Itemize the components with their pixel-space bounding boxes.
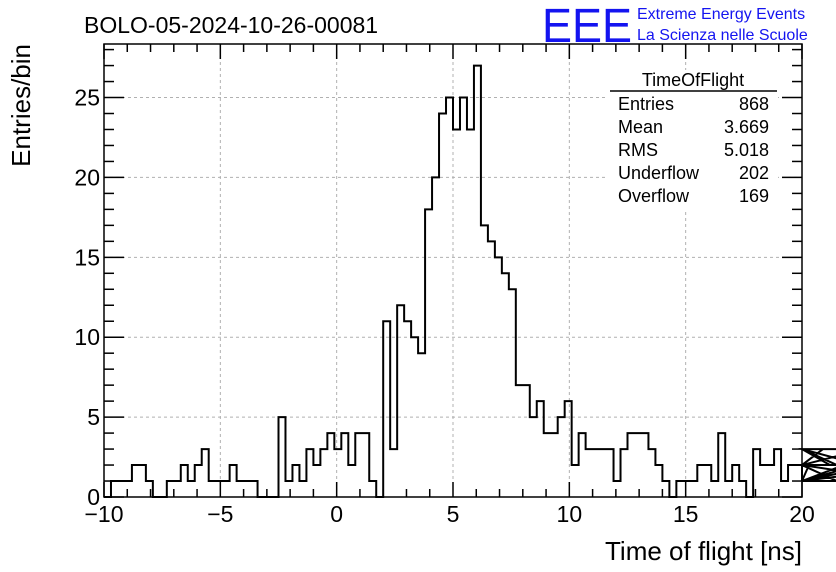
logo-line-2: La Scienza nelle Scuole [637,27,808,44]
y-tick-label: 5 [87,404,100,430]
logo-mark: EEE [542,0,632,53]
x-tick-label: 5 [447,501,460,527]
y-tick-label: 15 [74,244,100,270]
axis-ticks [103,44,803,498]
y-tick-label: 0 [87,484,100,510]
stats-row-value: 3.669 [724,117,769,137]
stats-row-value: 169 [739,186,769,206]
x-tick-label: −5 [207,501,233,527]
y-axis-title: Entries/bin [6,44,36,167]
x-tick-label: 10 [557,501,583,527]
stats-row-label: Entries [618,94,674,114]
stats-row-label: Mean [618,117,663,137]
stats-box: TimeOfFlight Entries 868 Mean 3.669 RMS 5.018… [608,70,778,210]
stats-box-background [608,70,778,210]
x-tick-label: 0 [330,501,343,527]
x-axis-title: Time of flight [ns] [605,536,802,566]
y-tick-label: 10 [74,324,100,350]
chart-title: BOLO-05-2024-10-26-00081 [84,12,378,38]
stats-row-value: 868 [739,94,769,114]
x-tick-label: 15 [673,501,699,527]
stats-row-label: Overflow [618,186,690,206]
stats-row-value: 202 [739,163,769,183]
stats-rows: Entries 868 Mean 3.669 RMS 5.018 Underflow 202 O… [618,94,769,206]
x-tick-label: −10 [84,501,123,527]
logo-line-1: Extreme Energy Events [637,6,805,23]
x-tick-label: 20 [789,501,815,527]
x-tick-labels: −10 −5 0 5 10 15 20 [84,501,814,527]
stats-row-label: RMS [618,140,658,160]
eee-logo: EEE Extreme Energy Events La Scienza nel… [542,0,808,53]
y-tick-labels: 0 5 10 15 20 25 [74,85,100,510]
stats-title: TimeOfFlight [642,70,744,90]
stats-row-label: Underflow [618,163,700,183]
y-tick-label: 20 [74,164,100,190]
y-tick-label: 25 [74,85,100,111]
stats-row-value: 5.018 [724,140,769,160]
